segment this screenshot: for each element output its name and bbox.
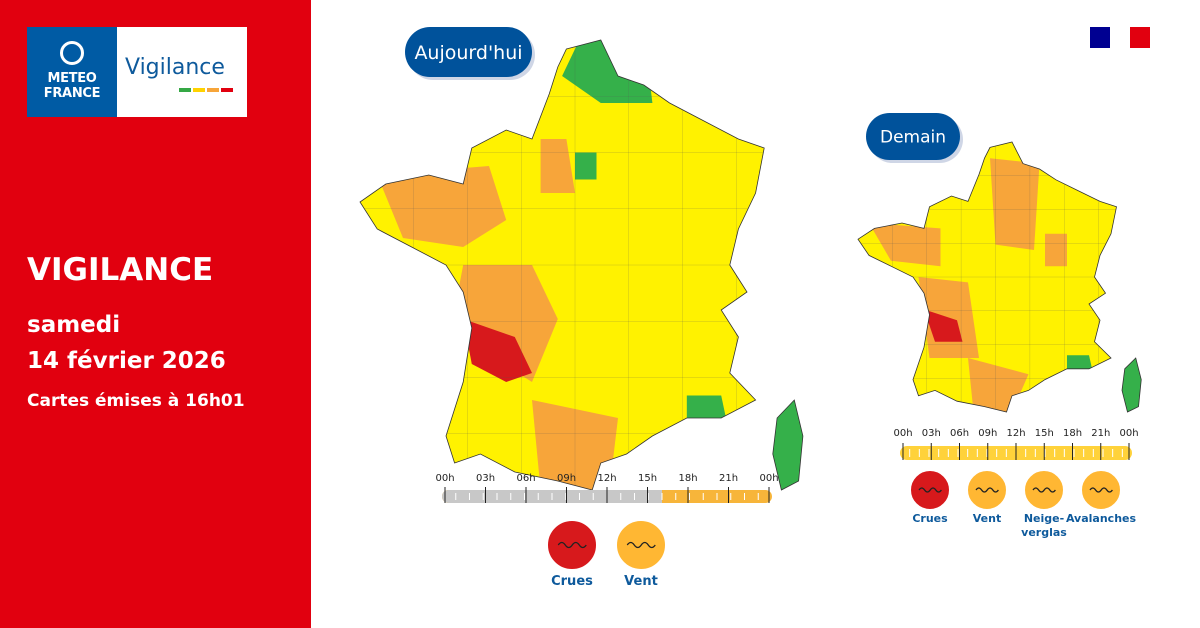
logo-line: METEO [47, 71, 97, 86]
region [532, 400, 618, 490]
hazard-label: Avalanches [1066, 512, 1137, 525]
hazard-label: Vent [973, 512, 1001, 525]
region [540, 139, 575, 193]
region [869, 223, 941, 267]
hour-label: 00h [1119, 428, 1138, 439]
hazard-label: Vent [624, 574, 658, 589]
regions [858, 142, 1117, 412]
hazard-label: Neige- [1024, 512, 1064, 525]
logo-brand: METEO FRANCE [27, 27, 117, 117]
hour-label: 03h [922, 428, 941, 439]
flag [1090, 27, 1150, 48]
hour-label: 00h [435, 473, 454, 484]
france [360, 40, 765, 490]
region [575, 152, 597, 180]
region [454, 265, 558, 382]
day: samedi [27, 312, 121, 338]
logo-line: FRANCE [43, 86, 101, 101]
hazard-glyph [975, 487, 999, 493]
hazard-glyph [1032, 487, 1056, 493]
region [918, 277, 979, 358]
maps-area: Aujourd'hui 00h 03h 06h 09h 12h 15h 18h 21h 00h Cr… [359, 27, 1150, 589]
hour-label: 12h [597, 473, 616, 484]
hour-label: 21h [719, 473, 738, 484]
hazard-label: Crues [912, 512, 948, 525]
pill [866, 113, 960, 160]
hour-label: 03h [476, 473, 495, 484]
hazard-label: Crues [551, 574, 593, 589]
region [990, 158, 1040, 250]
region [924, 309, 963, 342]
hazard-glyph [918, 487, 942, 493]
map-label: Demain [880, 128, 946, 148]
hour-label: 00h [893, 428, 912, 439]
corsica [1121, 357, 1142, 413]
hour-label: 21h [1091, 428, 1110, 439]
map [857, 141, 1142, 413]
hour-label: 06h [950, 428, 969, 439]
logo-product: Vigilance [125, 55, 225, 80]
hazard-glyph [626, 541, 656, 549]
region [463, 319, 532, 382]
timeline-past [649, 490, 662, 503]
france [858, 142, 1117, 412]
france-outline [857, 141, 1117, 413]
region [377, 166, 507, 247]
hour-label: 00h [759, 473, 778, 484]
logo: METEO FRANCE Vigilance [27, 27, 247, 117]
hazard-glyph [557, 541, 587, 549]
side-panel: METEO FRANCE Vigilance VIGILANCE samedi … [0, 0, 311, 628]
map-label: Aujourd'hui [414, 42, 522, 64]
hazard-label: verglas [1021, 526, 1067, 539]
hour-label: 09h [557, 473, 576, 484]
hour-label: 15h [1035, 428, 1054, 439]
corsica [772, 399, 804, 491]
hour-label: 18h [678, 473, 697, 484]
region [1045, 233, 1067, 267]
issued: Cartes émises à 16h01 [27, 391, 245, 411]
map [359, 39, 804, 491]
hour-label: 12h [1006, 428, 1025, 439]
date: 14 février 2026 [27, 348, 226, 374]
hazard-glyph [1089, 487, 1113, 493]
hour-label: 09h [978, 428, 997, 439]
hour-label: 15h [638, 473, 657, 484]
hour-label: 18h [1063, 428, 1082, 439]
hour-label: 06h [516, 473, 535, 484]
pill [405, 27, 532, 77]
headline: VIGILANCE [27, 252, 214, 288]
